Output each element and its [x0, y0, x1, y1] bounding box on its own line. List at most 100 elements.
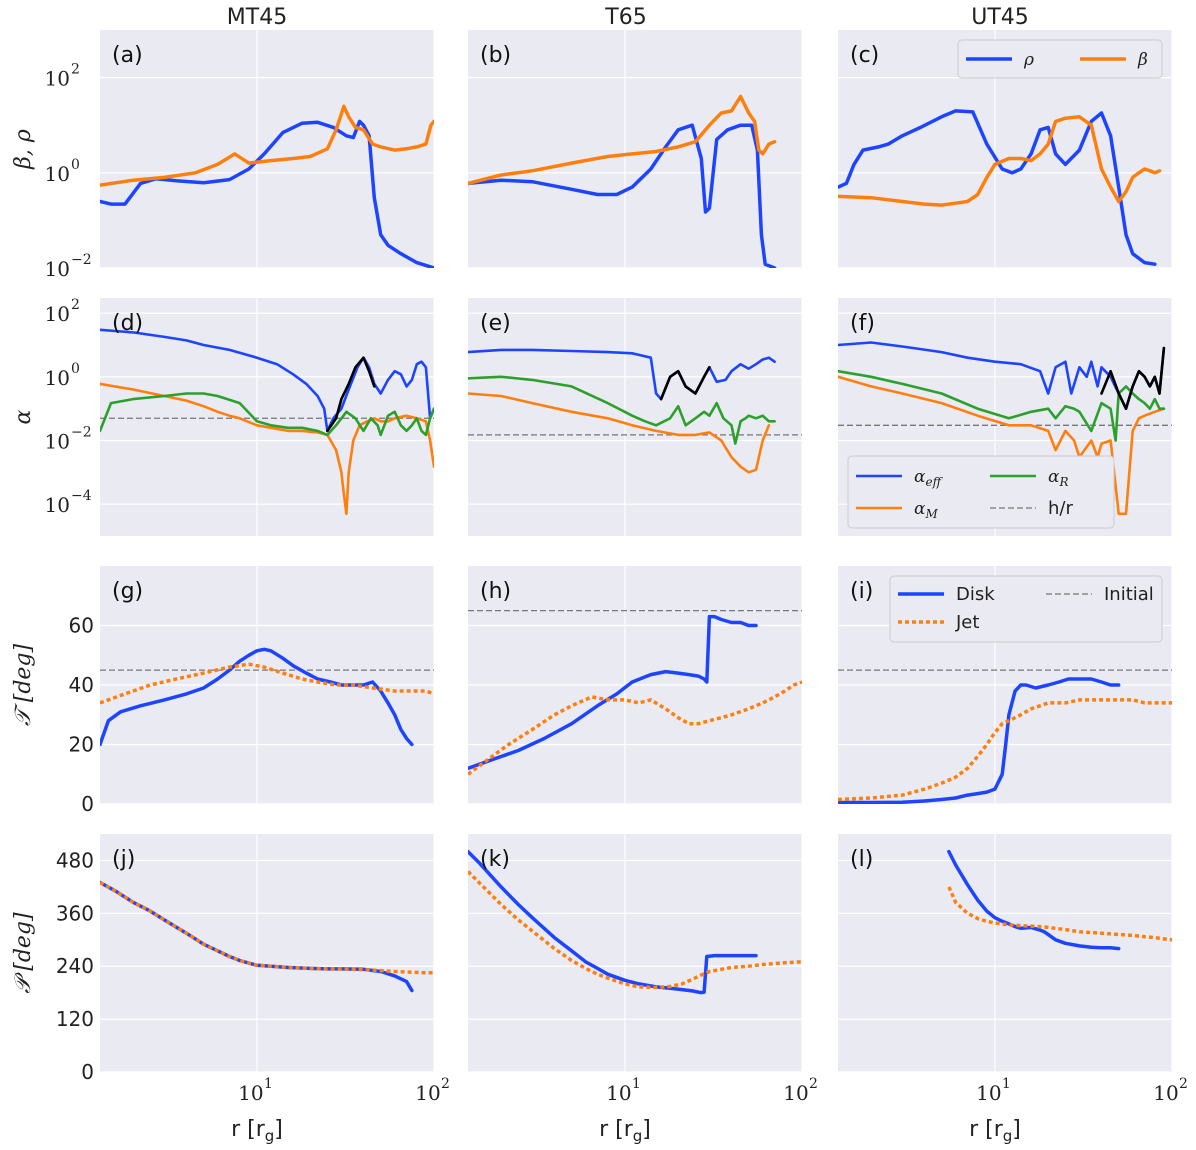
y-tick-label: 10 [45, 302, 70, 326]
legend-alpha: αeff αR αM h/r [847, 455, 1115, 529]
plot-area [838, 669, 1172, 804]
series--line [468, 94, 777, 186]
panel-background [838, 834, 1172, 1072]
panel-background [468, 834, 802, 1072]
x-tick-label: 10 [415, 1081, 440, 1105]
panel-label: (b) [480, 43, 511, 68]
plot-area [838, 341, 1172, 516]
x-tick-label: 10 [238, 1081, 263, 1105]
series-Jet-line [838, 698, 1172, 802]
column-title-ut45: UT45 [971, 5, 1029, 30]
series--line [838, 109, 1157, 266]
panel-label: (i) [850, 579, 873, 604]
series-Jet-line [468, 680, 802, 776]
panel-label: (j) [112, 847, 135, 872]
legend-hr-label: h/r [1048, 498, 1073, 519]
series-Disk-line [468, 614, 758, 771]
x-tick-label: 10 [1153, 1081, 1178, 1105]
y-tick-label: 10 [45, 67, 70, 91]
series-Disk-line [838, 677, 1121, 804]
y-tick-label: 20 [69, 733, 94, 757]
series-_eff-line [100, 328, 434, 433]
series-_R-line [468, 375, 776, 445]
y-tick-exponent: −2 [71, 425, 92, 441]
plot-area [468, 849, 802, 995]
series-Jet-line [100, 662, 434, 705]
panel-label: (e) [480, 311, 511, 336]
plot-area [947, 849, 1172, 951]
plot-area [468, 94, 777, 268]
series-_M-line [100, 382, 434, 516]
plot-area [100, 880, 434, 993]
y-axis-label: 𝒫 [deg] [11, 912, 36, 994]
series-_total-line [659, 365, 711, 401]
y-tick-exponent: 2 [71, 297, 80, 313]
series--line [100, 104, 434, 187]
x-tick-exponent: 2 [1179, 1076, 1188, 1092]
plot-area [468, 348, 802, 474]
series-_M-line [468, 392, 771, 474]
panel-background [100, 298, 434, 536]
legend-alpha-r-label: αR [1048, 467, 1069, 489]
y-tick-label: 10 [45, 493, 70, 517]
series-Disk-line [100, 647, 414, 747]
series-Jet-line [100, 880, 434, 975]
series-_M-line [838, 375, 1166, 516]
panel-g: 0 20 40 60 (g) 𝒯 [deg] [11, 566, 435, 816]
x-tick-label: 10 [783, 1081, 808, 1105]
x-axis-label: r [rg] [599, 1117, 651, 1145]
panel-h: (h) [468, 566, 803, 805]
plot-area [838, 109, 1162, 266]
y-tick-label: 480 [56, 848, 94, 872]
x-tick-exponent: 1 [632, 1076, 641, 1092]
y-axis-label: β, ρ [11, 129, 36, 170]
y-tick-exponent: 0 [71, 157, 80, 173]
series--line [838, 115, 1162, 207]
panel-label: (d) [112, 311, 143, 336]
column-titles: MT45 T65 UT45 [227, 5, 1029, 30]
x-tick-exponent: 1 [1002, 1076, 1011, 1092]
y-tick-label: 0 [81, 792, 94, 816]
x-tick-exponent: 1 [264, 1076, 273, 1092]
panel-label: (k) [480, 847, 510, 872]
series-_R-line [100, 392, 434, 437]
y-tick-label: 0 [81, 1060, 94, 1084]
legend-beta-label: β [1137, 50, 1148, 70]
panel-label: (a) [112, 43, 143, 68]
series-_total-line [1100, 346, 1166, 411]
column-title-mt45: MT45 [227, 5, 287, 30]
panel-label: (h) [480, 579, 511, 604]
y-axis-label: α [11, 409, 36, 424]
plot-area [100, 104, 434, 268]
legend-tilt: Disk Jet Initial [889, 575, 1163, 643]
y-tick-label: 10 [45, 430, 70, 454]
legend-alpha-m-label: αM [914, 499, 938, 521]
y-tick-exponent: −4 [71, 488, 92, 504]
panel-label: (l) [850, 847, 873, 872]
y-tick-label: 360 [56, 901, 94, 925]
panel-background [468, 30, 802, 268]
series-Disk-line [468, 849, 758, 995]
panel-l: (l)10 1 10 2r [rg] [838, 834, 1188, 1145]
panel-background [100, 834, 434, 1072]
y-tick-exponent: 0 [71, 361, 80, 377]
plot-area [100, 328, 434, 516]
y-tick-label: 10 [45, 366, 70, 390]
panel-k: (k)10 1 10 2r [rg] [468, 834, 818, 1145]
panel-label: (g) [112, 579, 143, 604]
x-axis-label: r [rg] [231, 1117, 283, 1145]
y-tick-label: 10 [45, 162, 70, 186]
panel-label: (f) [850, 311, 875, 336]
series-_R-line [838, 369, 1166, 442]
panel-b: (b) [468, 30, 803, 269]
legend-initial-label: Initial [1104, 584, 1154, 605]
y-tick-label: 40 [69, 673, 94, 697]
y-tick-exponent: −2 [71, 252, 92, 268]
series-Jet-line [947, 886, 1172, 942]
